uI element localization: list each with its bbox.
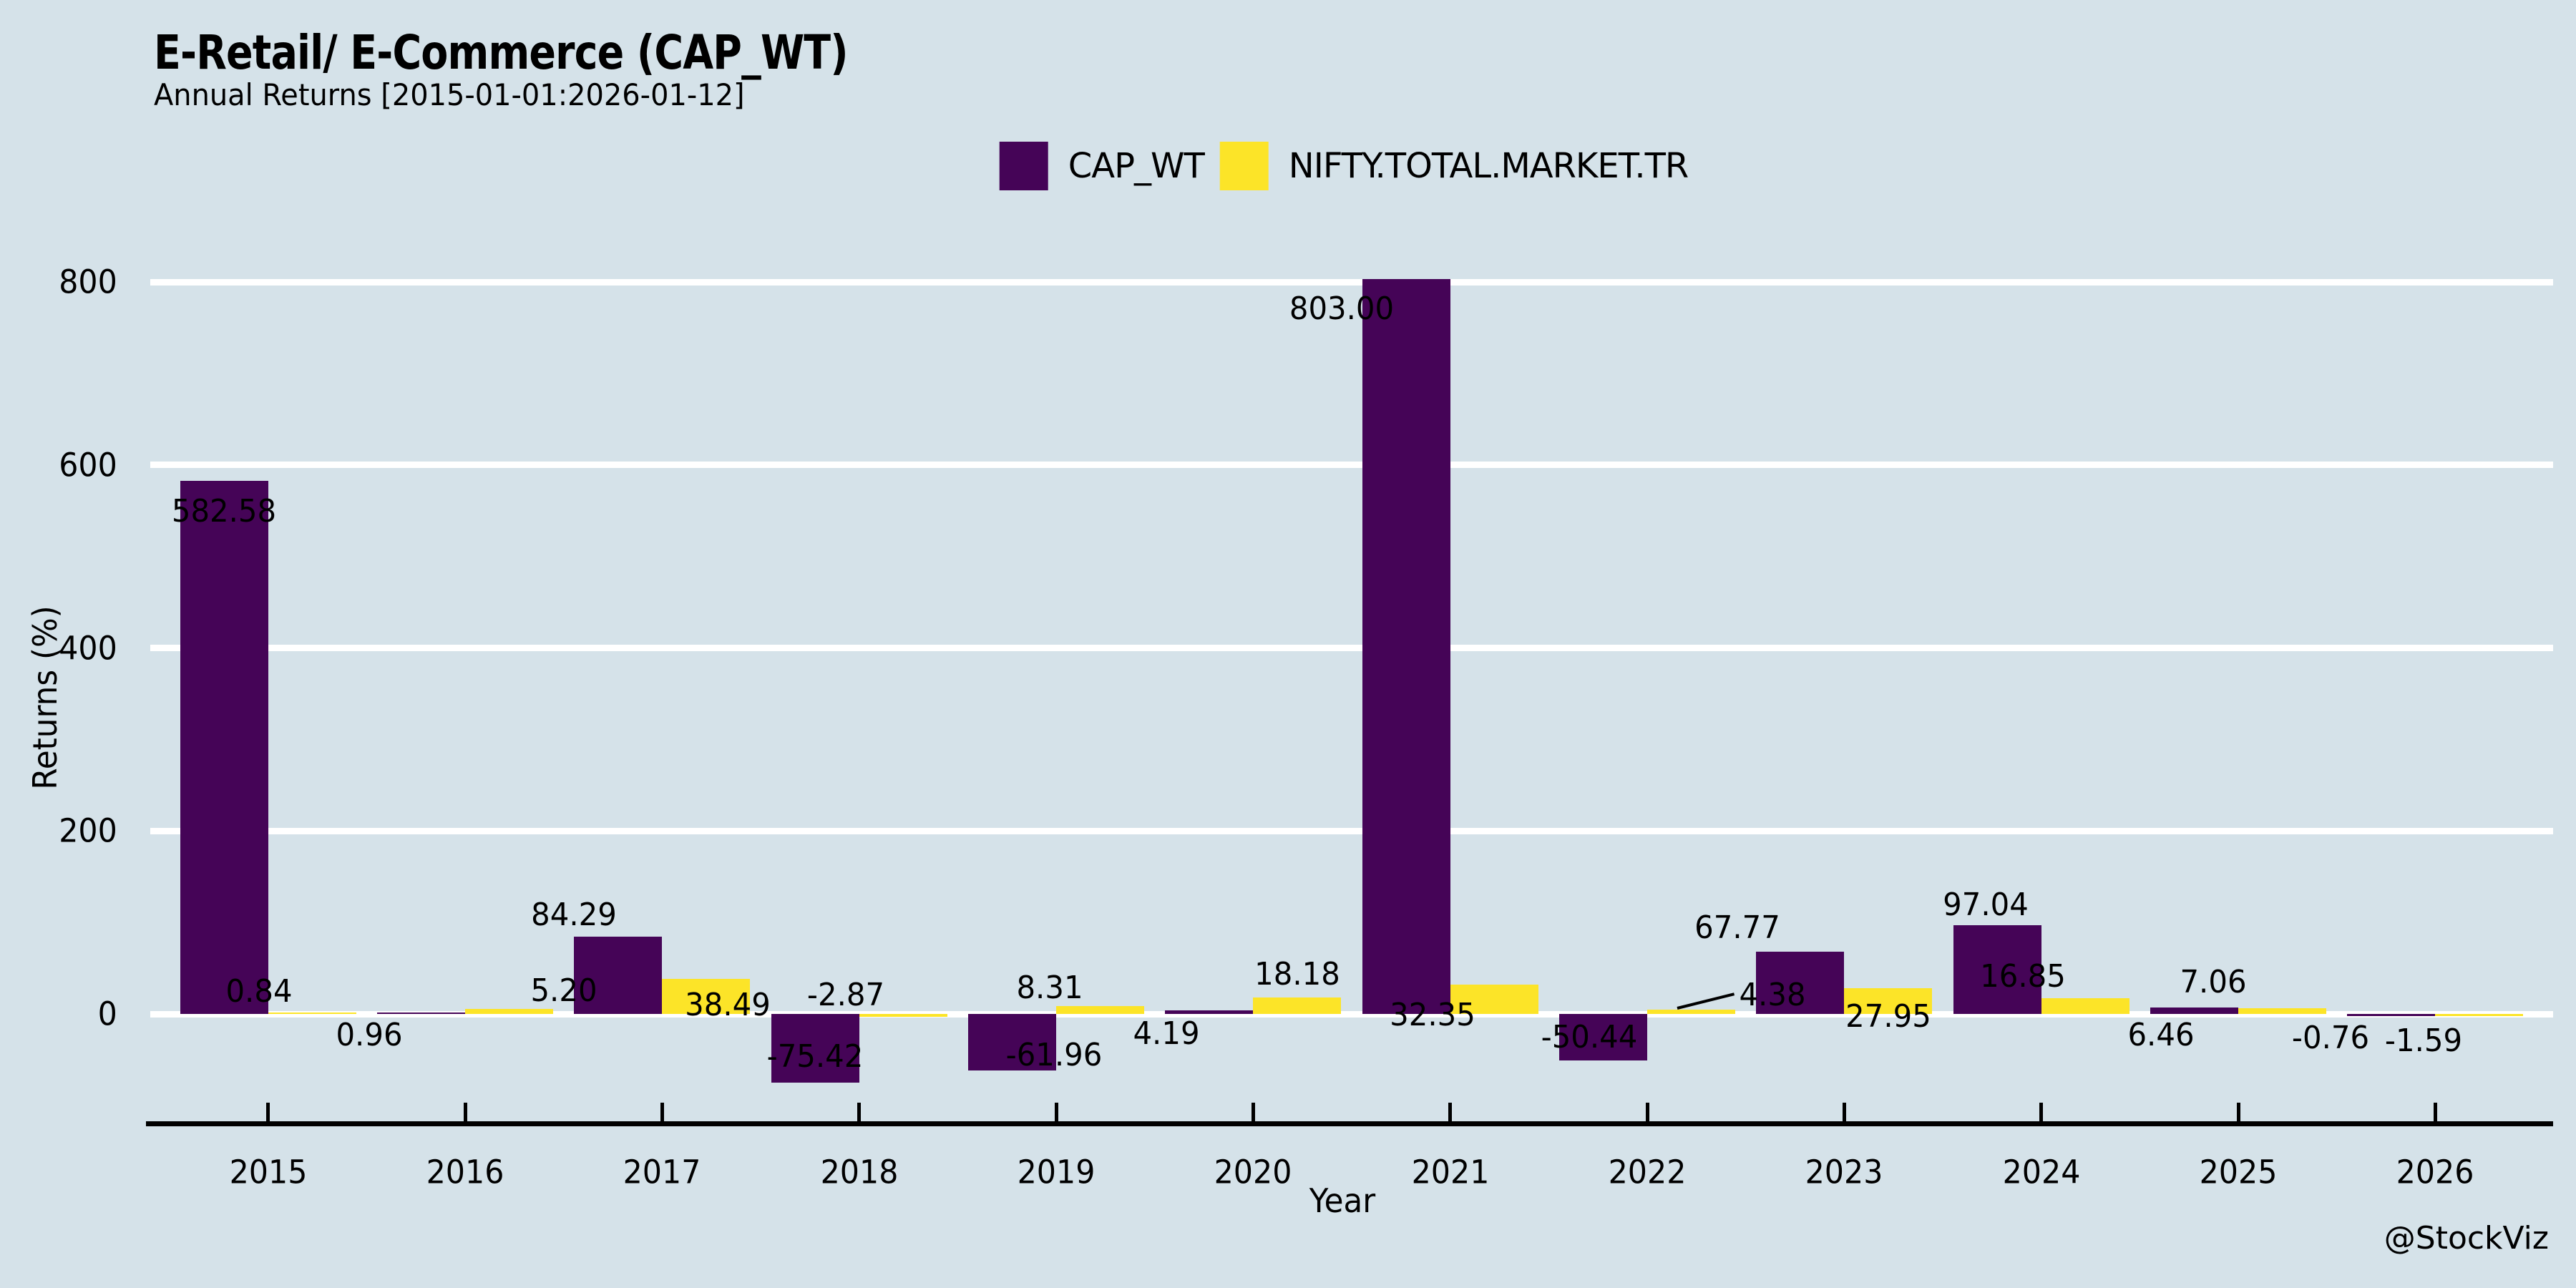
x-tick-label-2025: 2025	[2199, 1153, 2278, 1191]
gridline-0	[150, 1010, 2553, 1018]
bar-CAP_WT-2015	[180, 481, 268, 1014]
x-tick-label-2024: 2024	[2002, 1153, 2081, 1191]
bar-CAP_WT-2024	[1953, 924, 2041, 1014]
value-label-NIFTY.TOTAL.MARKET.TR-2015: 0.84	[225, 973, 293, 1010]
bar-NIFTY.TOTAL.MARKET.TR-2017	[662, 978, 751, 1014]
x-tick-label-2020: 2020	[1214, 1153, 1292, 1191]
x-tick-2019	[1054, 1103, 1058, 1121]
watermark: @StockViz	[2384, 1220, 2549, 1257]
x-tick-2015	[266, 1103, 270, 1121]
bar-CAP_WT-2018	[771, 1014, 859, 1083]
legend-item-CAP_WT: CAP_WT	[999, 142, 1205, 190]
x-tick-2026	[2433, 1103, 2437, 1121]
bar-NIFTY.TOTAL.MARKET.TR-2021	[1450, 984, 1538, 1014]
value-label-NIFTY.TOTAL.MARKET.TR-2021: 32.35	[1390, 997, 1475, 1033]
bar-CAP_WT-2017	[574, 937, 663, 1014]
x-tick-2022	[1645, 1103, 1649, 1121]
value-label-CAP_WT-2017: 84.29	[530, 897, 617, 933]
legend-item-NIFTY.TOTAL.MARKET.TR: NIFTY.TOTAL.MARKET.TR	[1219, 142, 1689, 190]
bar-CAP_WT-2025	[2150, 1007, 2238, 1014]
legend-label-CAP_WT: CAP_WT	[1068, 146, 1205, 186]
value-label-NIFTY.TOTAL.MARKET.TR-2020: 18.18	[1254, 956, 1340, 992]
bar-CAP_WT-2020	[1165, 1010, 1254, 1014]
bar-CAP_WT-2016	[377, 1012, 465, 1014]
x-tick-2020	[1251, 1103, 1255, 1121]
bar-CAP_WT-2019	[968, 1014, 1056, 1071]
y-tick-label-400: 400	[59, 629, 117, 667]
x-tick-label-2016: 2016	[426, 1153, 504, 1191]
x-tick-label-2017: 2017	[623, 1153, 701, 1191]
bar-NIFTY.TOTAL.MARKET.TR-2022	[1647, 1010, 1735, 1014]
legend: CAP_WT NIFTY.TOTAL.MARKET.TR	[999, 142, 1704, 190]
x-tick-label-2021: 2021	[1411, 1153, 1490, 1191]
chart-title: E-Retail/ E-Commerce (CAP_WT)	[154, 25, 849, 80]
bar-NIFTY.TOTAL.MARKET.TR-2023	[1844, 988, 1933, 1014]
x-axis-title: Year	[1309, 1181, 1376, 1220]
value-label-CAP_WT-2023: 67.77	[1694, 909, 1780, 946]
gridline-400	[150, 645, 2553, 651]
value-label-CAP_WT-2022: -50.44	[1541, 1019, 1637, 1055]
value-label-CAP_WT-2015: 582.58	[172, 493, 277, 530]
value-label-NIFTY.TOTAL.MARKET.TR-2016: 5.20	[530, 972, 597, 1009]
value-label-CAP_WT-2020: 4.19	[1133, 1015, 1200, 1052]
bar-CAP_WT-2026	[2347, 1014, 2436, 1016]
x-tick-2017	[660, 1103, 664, 1121]
value-label-NIFTY.TOTAL.MARKET.TR-2018: -2.87	[807, 977, 885, 1013]
bar-CAP_WT-2023	[1756, 952, 1845, 1014]
bar-NIFTY.TOTAL.MARKET.TR-2026	[2435, 1014, 2524, 1016]
x-tick-2023	[1842, 1103, 1846, 1121]
y-tick-label-200: 200	[59, 811, 117, 850]
x-tick-label-2026: 2026	[2396, 1153, 2474, 1191]
value-label-NIFTY.TOTAL.MARKET.TR-2026: -1.59	[2384, 1023, 2462, 1059]
value-label-NIFTY.TOTAL.MARKET.TR-2017: 38.49	[684, 987, 771, 1023]
x-tick-label-2019: 2019	[1017, 1153, 1096, 1191]
x-tick-label-2018: 2018	[820, 1153, 899, 1191]
value-label-CAP_WT-2025: 7.06	[2179, 964, 2247, 1000]
legend-label-NIFTY.TOTAL.MARKET.TR: NIFTY.TOTAL.MARKET.TR	[1288, 146, 1689, 186]
x-tick-2016	[463, 1103, 467, 1121]
value-label-CAP_WT-2019: -61.96	[1005, 1037, 1102, 1073]
value-label-CAP_WT-2018: -75.42	[766, 1038, 864, 1075]
x-tick-label-2015: 2015	[229, 1153, 308, 1191]
bar-NIFTY.TOTAL.MARKET.TR-2019	[1056, 1006, 1144, 1014]
x-tick-2018	[857, 1103, 862, 1121]
bar-NIFTY.TOTAL.MARKET.TR-2020	[1253, 997, 1342, 1014]
legend-swatch-NIFTY.TOTAL.MARKET.TR	[1219, 142, 1269, 190]
value-label-NIFTY.TOTAL.MARKET.TR-2022: 4.38	[1738, 977, 1806, 1013]
x-tick-2025	[2236, 1103, 2240, 1121]
x-tick-2021	[1448, 1103, 1453, 1121]
x-tick-2024	[2039, 1103, 2044, 1121]
bar-CAP_WT-2021	[1362, 279, 1450, 1014]
bar-NIFTY.TOTAL.MARKET.TR-2018	[859, 1014, 947, 1017]
value-label-CAP_WT-2024: 97.04	[1943, 887, 2029, 923]
value-label-CAP_WT-2016: 0.96	[335, 1017, 403, 1053]
y-tick-label-600: 600	[59, 446, 117, 484]
y-tick-label-800: 800	[59, 263, 117, 301]
value-label-NIFTY.TOTAL.MARKET.TR-2019: 8.31	[1015, 970, 1083, 1006]
bar-CAP_WT-2022	[1559, 1014, 1647, 1060]
value-label-NIFTY.TOTAL.MARKET.TR-2023: 27.95	[1845, 998, 1931, 1035]
chart-subtitle: Annual Returns [2015-01-01:2026-01-12]	[154, 77, 745, 112]
value-label-NIFTY.TOTAL.MARKET.TR-2025: 6.46	[2127, 1017, 2195, 1053]
gridline-600	[150, 462, 2553, 469]
gridline-800	[150, 278, 2553, 286]
bar-NIFTY.TOTAL.MARKET.TR-2016	[465, 1009, 553, 1014]
label-leader-line-NIFTY.TOTAL.MARKET.TR-2022	[1677, 992, 1735, 1010]
bar-NIFTY.TOTAL.MARKET.TR-2025	[2238, 1008, 2326, 1014]
x-tick-label-2023: 2023	[1805, 1153, 1883, 1191]
legend-swatch-CAP_WT	[999, 142, 1048, 190]
value-label-NIFTY.TOTAL.MARKET.TR-2024: 16.85	[1980, 958, 2066, 995]
x-axis-line	[146, 1121, 2553, 1126]
value-label-CAP_WT-2026: -0.76	[2291, 1020, 2369, 1056]
x-tick-label-2022: 2022	[1608, 1153, 1687, 1191]
gridline-200	[150, 827, 2553, 834]
bar-NIFTY.TOTAL.MARKET.TR-2015	[268, 1012, 356, 1014]
y-tick-label-0: 0	[97, 995, 117, 1033]
value-label-CAP_WT-2021: 803.00	[1289, 291, 1395, 327]
bar-NIFTY.TOTAL.MARKET.TR-2024	[2041, 998, 2129, 1014]
